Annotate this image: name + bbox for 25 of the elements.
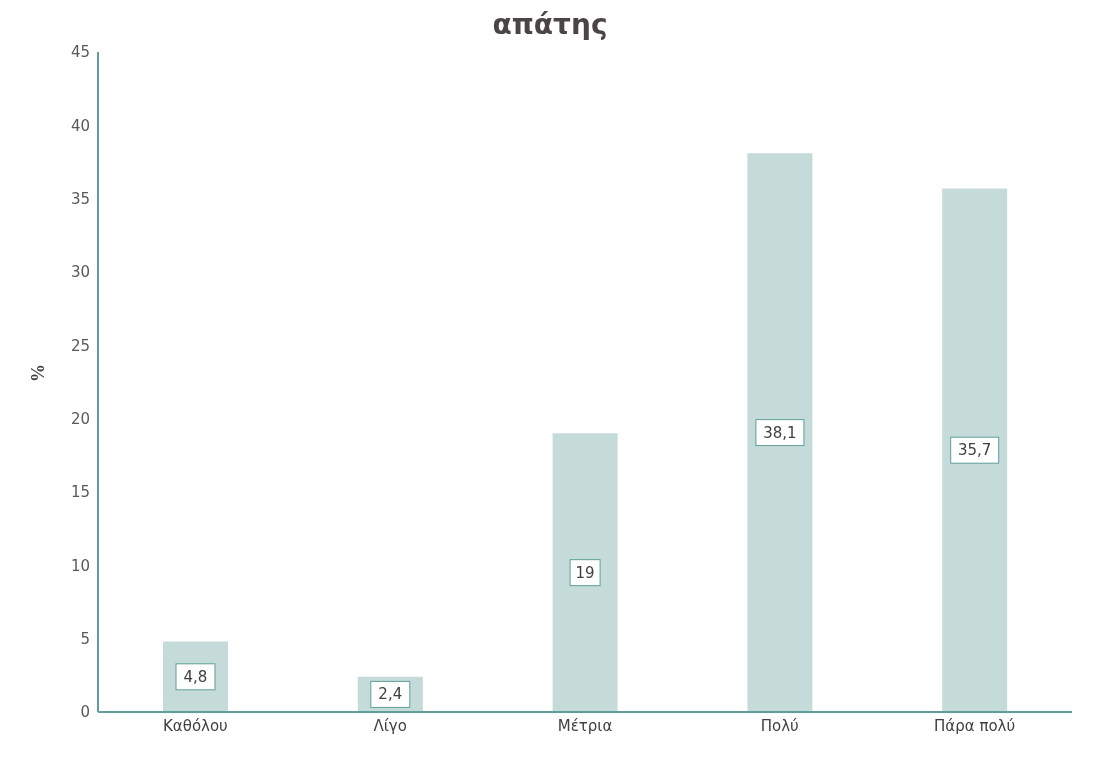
- data-label: 4,8: [183, 667, 208, 686]
- x-tick-label: Πάρα πολύ: [934, 716, 1016, 735]
- x-tick-label: Πολύ: [760, 716, 799, 735]
- x-tick-label: Λίγο: [373, 716, 407, 735]
- y-axis-title: %: [28, 364, 49, 382]
- bar: [747, 153, 813, 712]
- y-tick-label: 30: [70, 263, 90, 282]
- y-tick-label: 15: [70, 483, 90, 502]
- y-tick-label: 20: [70, 409, 90, 428]
- bar: [552, 433, 618, 712]
- data-label: 35,7: [958, 441, 992, 460]
- data-label: 38,1: [763, 423, 797, 442]
- bar: [942, 188, 1008, 712]
- chart-title: απάτης: [491, 8, 609, 42]
- y-tick-label: 40: [70, 116, 90, 135]
- y-tick-label: 35: [70, 189, 90, 208]
- y-tick-label: 5: [80, 629, 90, 648]
- y-tick-label: 45: [70, 43, 90, 62]
- y-tick-label: 0: [80, 703, 90, 722]
- y-tick-label: 10: [70, 556, 90, 575]
- x-tick-label: Μέτρια: [557, 716, 613, 735]
- y-tick-label: 25: [70, 336, 90, 355]
- x-tick-label: Καθόλου: [162, 716, 228, 735]
- data-label: 2,4: [378, 685, 403, 704]
- data-label: 19: [575, 563, 595, 582]
